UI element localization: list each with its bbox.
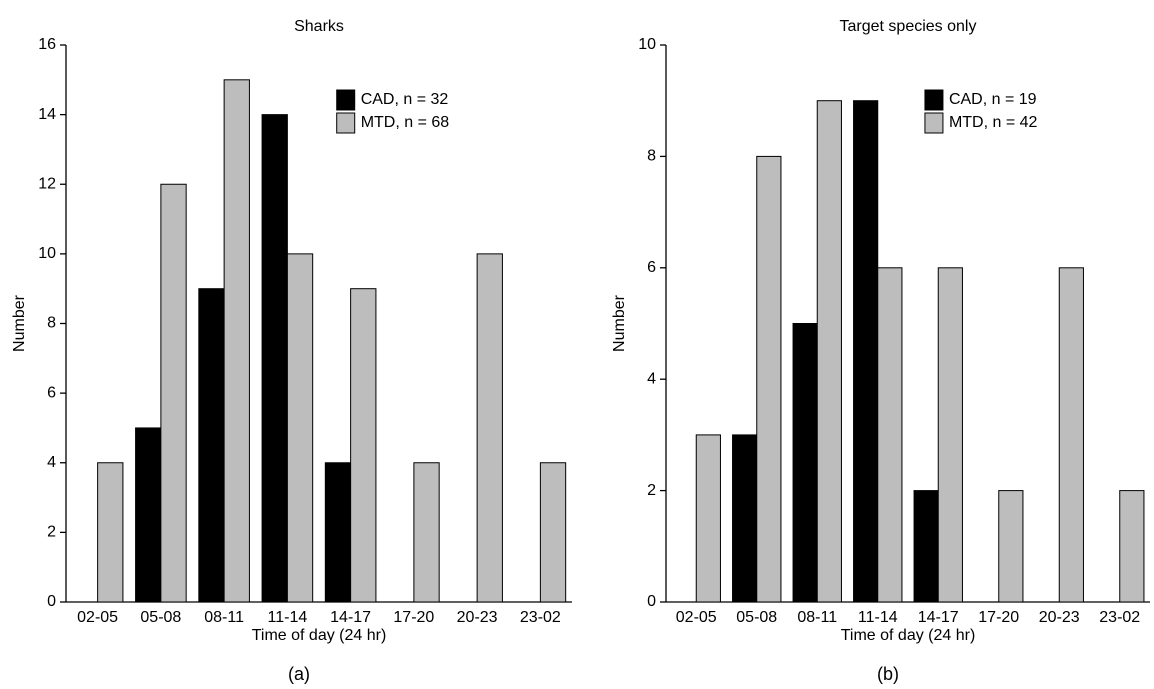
bar [998,490,1024,603]
x-axis-label: Time of day (24 hr) [252,627,387,644]
bar [792,323,818,603]
bar [97,462,124,603]
y-tick-label: 14 [38,106,56,123]
bar [324,462,352,603]
x-tick-label: 17-20 [393,609,434,626]
legend-swatch [924,112,944,134]
bar [913,490,939,603]
bar [350,288,377,603]
bar [732,434,758,603]
legend-label: CAD, n = 32 [361,91,449,108]
y-tick-label: 0 [47,593,56,610]
x-tick-label: 05-08 [140,609,181,626]
x-tick-label: 14-17 [330,609,371,626]
x-tick-label: 02-05 [676,609,717,626]
bar [937,267,963,603]
y-tick-label: 8 [647,148,656,165]
legend-swatch [336,112,356,134]
chart-title: Target species only [840,18,977,35]
x-axis-label: Time of day (24 hr) [841,627,976,644]
legend-label: CAD, n = 19 [949,91,1037,108]
y-tick-label: 2 [47,524,56,541]
x-tick-label: 20-23 [457,609,498,626]
x-tick-label: 02-05 [77,609,118,626]
bar [1058,267,1084,603]
y-tick-label: 4 [647,370,656,387]
y-tick-label: 8 [47,315,56,332]
y-tick-label: 4 [47,454,56,471]
x-tick-label: 05-08 [736,609,777,626]
bar [413,462,440,603]
y-tick-label: 16 [38,36,56,53]
panel-label: (b) [877,664,899,684]
y-axis-label: Number [11,294,28,352]
legend-label: MTD, n = 42 [949,114,1038,131]
x-tick-label: 23-02 [520,609,561,626]
bar [160,183,187,603]
y-tick-label: 12 [38,175,56,192]
x-tick-label: 08-11 [797,609,837,626]
bar [816,100,842,603]
bar [135,427,162,603]
x-tick-label: 20-23 [1039,609,1080,626]
bar [198,288,225,603]
bar [695,434,721,603]
chart-title: Sharks [294,18,344,35]
y-tick-label: 10 [638,36,656,53]
y-axis-label: Number [611,294,628,352]
legend-label: MTD, n = 68 [361,114,450,131]
bar [476,253,503,603]
bar [286,253,314,603]
legend-swatch [924,89,944,111]
x-tick-label: 11-14 [858,609,898,626]
y-tick-label: 2 [647,482,656,499]
legend-swatch [336,89,356,111]
bar [877,267,903,603]
bar [756,155,782,603]
bar [539,462,567,603]
x-tick-label: 11-14 [268,609,308,626]
y-tick-label: 10 [38,245,56,262]
x-tick-label: 08-11 [204,609,244,626]
x-tick-label: 17-20 [978,609,1019,626]
y-tick-label: 0 [647,593,656,610]
bar [261,114,288,603]
bar [1119,490,1145,603]
y-tick-label: 6 [47,384,56,401]
bar [223,79,250,603]
x-tick-label: 23-02 [1099,609,1140,626]
bar [853,100,879,603]
y-tick-label: 6 [647,259,656,276]
x-tick-label: 14-17 [918,609,959,626]
panel-label: (a) [288,664,310,684]
